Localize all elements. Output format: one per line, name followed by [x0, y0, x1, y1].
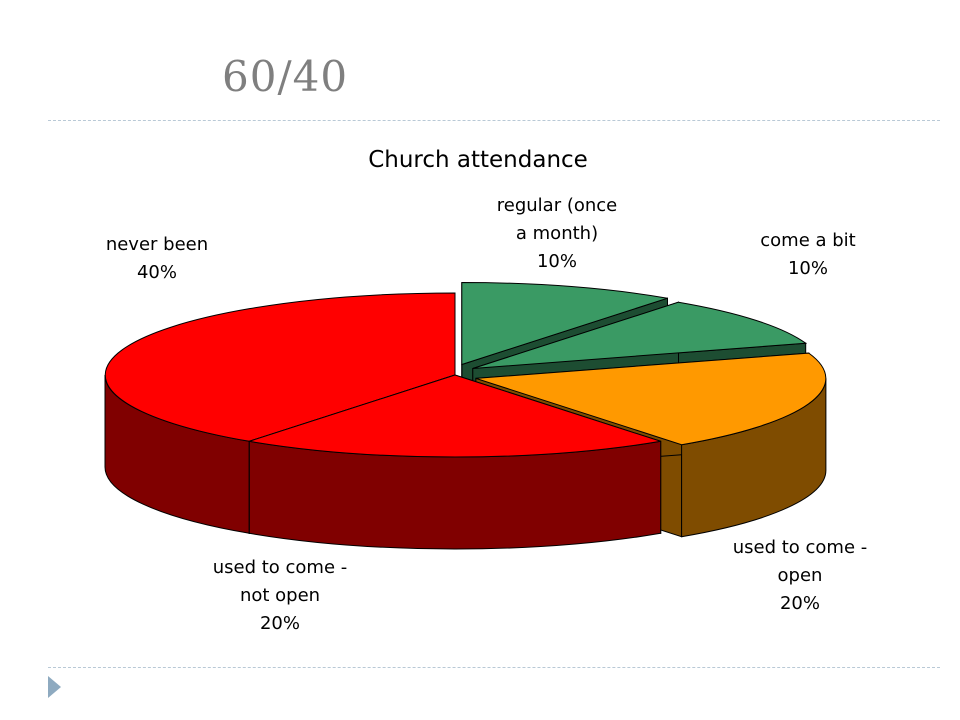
pie-slice-4-label-line: not open: [240, 585, 320, 606]
pie-slice-4: [248, 374, 662, 550]
pie-slice-4-label-line: used to come -: [213, 557, 348, 578]
slide-title: 60/40: [222, 52, 349, 101]
pie-slice-2-top: [472, 301, 808, 369]
pie-slice-5-label: never been 40%: [106, 234, 208, 283]
pie-slice-4-top: [249, 374, 661, 458]
pie-slice-3-label-line: open: [778, 565, 823, 586]
pie-slice-3-top: [475, 352, 827, 446]
footer-divider: [48, 667, 940, 668]
pie-labels: regular (once a month) 10% come a bit 10% use…: [106, 195, 867, 634]
pie-slice-1-value: 10%: [537, 251, 577, 272]
chart-title: Church attendance: [368, 147, 588, 173]
pie-slice-1-top: [461, 281, 668, 366]
pie-slices: [104, 281, 827, 550]
pie-slice-1-label-line: a month): [516, 223, 598, 244]
pie-slice-5-value: 40%: [137, 262, 177, 283]
pie-slice-3-value: 20%: [780, 593, 820, 614]
pie-slice-4-value: 20%: [260, 613, 300, 634]
next-slide-arrow-icon[interactable]: [48, 676, 61, 698]
pie-slice-2-label: come a bit 10%: [760, 230, 855, 279]
pie-slice-1-label-line: regular (once: [497, 195, 617, 216]
pie-slice-1-label: regular (once a month) 10%: [497, 195, 617, 272]
pie-slice-3-label: used to come - open 20%: [733, 537, 868, 614]
pie-slice-5-top: [104, 292, 456, 442]
pie-slice-2-label-line: come a bit: [760, 230, 855, 251]
pie-slice-4-label: used to come - not open 20%: [213, 557, 348, 634]
title-divider: [48, 120, 940, 121]
pie-slice-5-label-line: never been: [106, 234, 208, 255]
pie-slice-3-label-line: used to come -: [733, 537, 868, 558]
pie-slice-2-value: 10%: [788, 258, 828, 279]
